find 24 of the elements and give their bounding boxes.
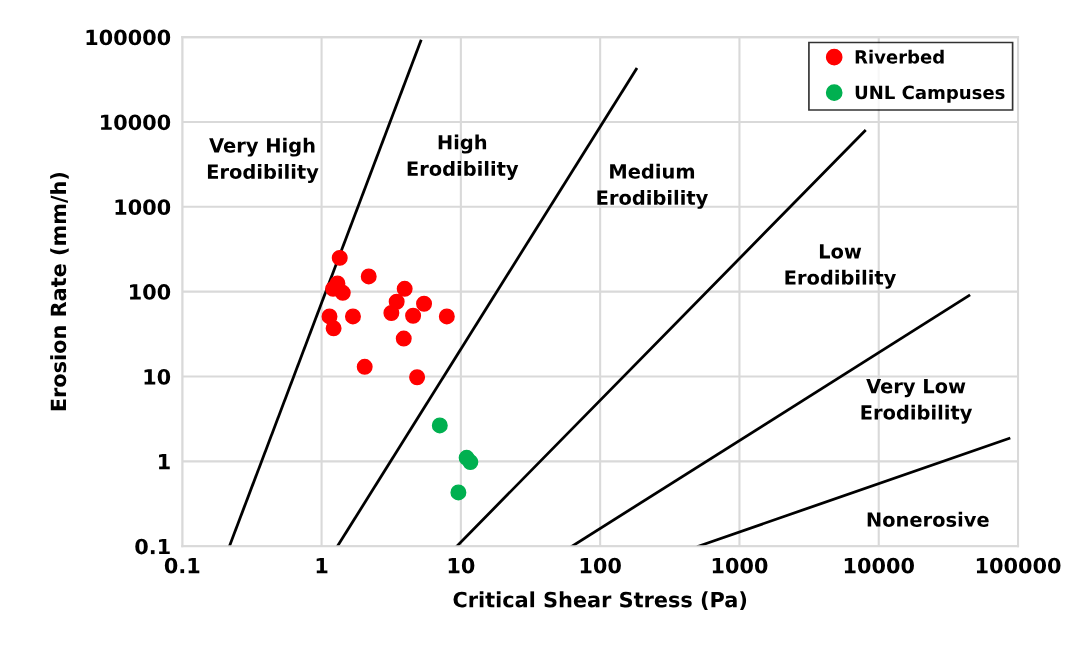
y-tick-label: 1000 xyxy=(115,199,171,216)
y-tick-label: 0.1 xyxy=(135,538,170,555)
x-tick-label: 0.1 xyxy=(164,557,200,574)
annotation: Low Erodibility xyxy=(785,244,897,289)
annotation: High Erodibility xyxy=(407,134,519,180)
x-tick-label: 10 xyxy=(448,557,475,574)
y-tick-label: 100000 xyxy=(86,29,171,46)
annotation: Medium Erodibility xyxy=(597,163,708,209)
y-tick-label: 10 xyxy=(144,368,171,385)
x-tick-label: 100 xyxy=(580,557,621,574)
y-tick-label: 100 xyxy=(130,284,171,300)
x-axis-title: Critical Shear Stress (Pa) xyxy=(453,591,747,610)
y-tick-label: 1 xyxy=(159,454,170,470)
annotation: Very Low Erodibility xyxy=(861,378,973,424)
annotation: Nonerosive xyxy=(867,511,989,527)
y-axis-title: Erosion Rate (mm/h) xyxy=(50,172,69,411)
x-tick-label: 10000 xyxy=(844,557,914,574)
x-tick-label: 1000 xyxy=(712,557,768,574)
y-tick-label: 10000 xyxy=(101,114,171,131)
x-tick-label: 1 xyxy=(316,557,328,574)
annotation: Very High Erodibility xyxy=(207,137,319,183)
legend-label: Riverbed xyxy=(855,49,944,64)
x-tick-label: 100000 xyxy=(976,557,1061,574)
legend-label: UNL Campuses xyxy=(855,85,1005,103)
